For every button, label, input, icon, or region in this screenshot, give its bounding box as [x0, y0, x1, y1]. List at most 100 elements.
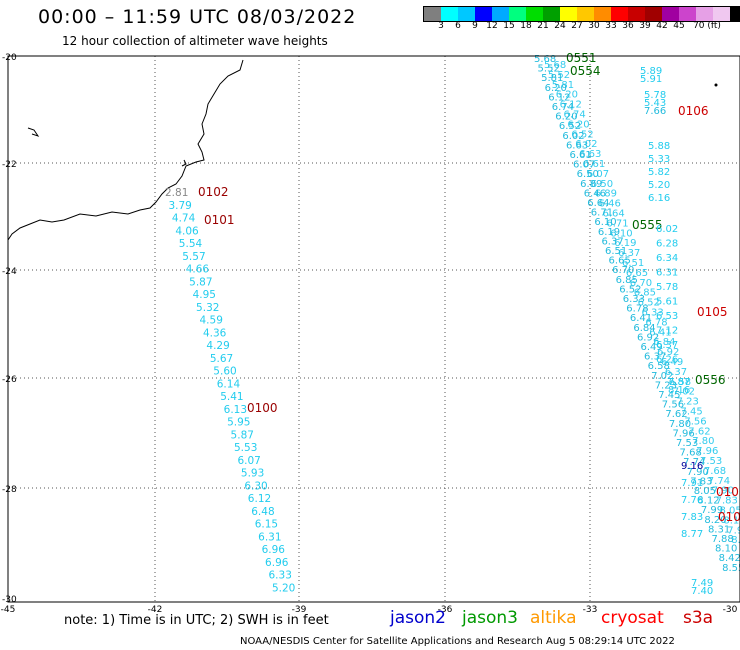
time-label: 0100 — [247, 401, 278, 415]
legend-swatch — [560, 7, 577, 21]
swh-value: 6.46 — [584, 188, 606, 199]
time-label: 0105 — [697, 305, 728, 319]
swh-value: 5.33 — [648, 154, 670, 165]
swh-value: 6.37 — [665, 367, 687, 378]
swh-value: 8.31 — [708, 524, 730, 535]
swh-value: 6.12 — [560, 100, 582, 111]
swh-value: 5.20 — [272, 582, 295, 594]
page-title: 00:00 – 11:59 UTC 08/03/2022 — [38, 6, 357, 28]
swh-value: 6.02 — [562, 131, 584, 142]
swh-value: 6.89 — [595, 189, 617, 200]
legend-tick-label: 70 (ft) — [693, 21, 721, 31]
swh-value: 7.40 — [691, 586, 713, 597]
swh-value: 6.61 — [583, 159, 605, 170]
swh-value: 7.80 — [669, 419, 691, 430]
swh-value: 6.70 — [612, 265, 634, 276]
swh-value: 5.32 — [196, 302, 219, 314]
swh-value: 7.62 — [688, 426, 710, 437]
swh-value: 6.58 — [648, 361, 670, 372]
swh-value: 7.90 — [687, 467, 709, 478]
lon-label: -30 — [723, 605, 738, 615]
swh-value: 6.51 — [622, 258, 644, 269]
swh-value: 7.02 — [651, 371, 673, 382]
swh-value: 5.88 — [648, 141, 670, 152]
swh-value: 5.41 — [220, 391, 243, 403]
time-label: 0551 — [566, 51, 597, 65]
time-label: 010 — [716, 485, 739, 499]
lon-label: -45 — [1, 605, 16, 615]
legend-tick-label: 18 — [520, 21, 532, 31]
swh-value: 6.96 — [265, 557, 289, 569]
swh-value: 5.57 — [182, 251, 205, 263]
footer-note: note: 1) Time is in UTC; 2) SWH is in fe… — [64, 613, 329, 628]
swh-value: 7.83 — [681, 512, 703, 523]
swh-value: 7.02 — [673, 387, 695, 398]
footer-credit: NOAA/NESDIS Center for Satellite Applica… — [240, 636, 675, 647]
legend-swatch — [577, 7, 594, 21]
swh-value: 4.59 — [200, 315, 223, 327]
swh-value: 6.92 — [637, 332, 659, 343]
swh-value: 7.83 — [716, 496, 738, 507]
satellite-legend-cryosat: cryosat — [601, 608, 664, 628]
swh-value: 6.96 — [262, 544, 286, 556]
swh-value: 4.06 — [175, 225, 199, 237]
legend-swatch — [730, 7, 740, 21]
swh-value: 6.71 — [606, 218, 628, 229]
swh-value: 6.12 — [248, 493, 271, 505]
swh-value: 6.33 — [623, 294, 645, 305]
legend-tick-label: 15 — [503, 21, 515, 31]
swh-value: 5.95 — [227, 417, 250, 429]
swh-value: 6.49 — [661, 357, 683, 368]
swh-value: 8.16 — [668, 385, 690, 396]
legend-swatch — [424, 7, 441, 21]
time-label: 0106 — [678, 104, 709, 118]
swh-value: 8.20 — [704, 515, 726, 526]
lat-label: -24 — [2, 267, 17, 277]
legend-swatch — [526, 7, 543, 21]
swh-value: 6.74 — [564, 110, 586, 121]
lat-label: -28 — [2, 485, 17, 495]
swh-value: 6.02 — [575, 139, 597, 150]
legend-tick-label: 45 — [673, 21, 685, 31]
legend-swatch — [543, 7, 560, 21]
swh-value: 5.60 — [213, 366, 236, 378]
swh-value: 7.23 — [655, 380, 677, 391]
swh-value: 5.81 — [541, 73, 563, 84]
satellite-legend-jason2: jason2 — [390, 608, 446, 628]
legend-tick-label: 24 — [554, 21, 566, 31]
swh-value: 7.49 — [691, 578, 713, 589]
swh-value: 6.37 — [644, 352, 666, 363]
legend-swatch — [594, 7, 611, 21]
swh-value: 5.43 — [644, 98, 666, 109]
legend-tick-label: 9 — [472, 21, 478, 31]
swh-value: 6.63 — [579, 149, 601, 160]
swh-value: 6.58 — [669, 377, 691, 388]
swh-value: 6.64 — [603, 209, 625, 220]
swh-value: 8.77 — [681, 529, 703, 540]
swh-value: 5.87 — [231, 429, 254, 441]
legend-tick-label: 42 — [656, 21, 668, 31]
swh-value: 5.89 — [640, 66, 662, 77]
time-label: 0554 — [570, 64, 601, 78]
swh-value: 4.66 — [186, 264, 210, 276]
page-subtitle: 12 hour collection of altimeter wave hei… — [62, 34, 328, 48]
legend-tick-label: 30 — [588, 21, 600, 31]
swh-value: 6.19 — [598, 227, 620, 238]
swh-value: 6.20 — [555, 112, 577, 123]
swh-value: 6.02 — [656, 224, 678, 235]
lat-label: -26 — [2, 375, 17, 385]
swh-value: 7.68 — [704, 466, 726, 477]
legend-swatch — [492, 7, 509, 21]
swh-value: 4.29 — [206, 340, 229, 352]
swh-value: 5.68 — [534, 54, 556, 65]
swh-value: 6.12 — [548, 92, 570, 103]
swh-value: 7.45 — [658, 390, 680, 401]
swh-value: 7.68 — [680, 448, 702, 459]
swh-value: 6.89 — [580, 179, 602, 190]
swh-value: 6.20 — [567, 119, 589, 130]
swh-value: 6.61 — [570, 150, 592, 161]
swh-value: 7.88 — [712, 534, 734, 545]
swh-value: 6.64 — [587, 198, 609, 209]
legend-swatch — [441, 7, 458, 21]
